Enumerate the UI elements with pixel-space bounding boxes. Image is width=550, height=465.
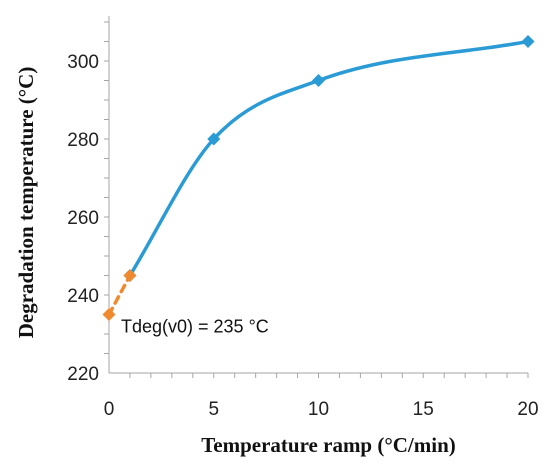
y-minor-ticks — [104, 21, 109, 354]
y-axis-title: Degradation temperature (°C) — [14, 67, 38, 339]
markers-layer — [102, 35, 535, 321]
data-point-0 — [521, 35, 535, 48]
series-line-0 — [128, 39, 530, 278]
x-tick-label: 5 — [208, 399, 219, 420]
y-tick-label: 220 — [67, 364, 99, 385]
y-tick-label: 300 — [67, 52, 99, 73]
data-point-1 — [123, 269, 137, 282]
x-axis-title: Temperature ramp (°C/min) — [201, 433, 456, 457]
x-tick-label: 0 — [104, 399, 115, 420]
x-tick-label: 10 — [308, 399, 329, 420]
y-tick-label: 280 — [67, 130, 99, 151]
series-line-1 — [107, 273, 132, 317]
y-tick-label: 240 — [67, 286, 99, 307]
x-tick-labels: 0 5 10 15 20 — [104, 399, 539, 420]
data-point-0 — [312, 74, 325, 87]
y-tick-labels: 220 240 260 280 300 — [67, 52, 99, 385]
series-layer — [107, 39, 530, 317]
data-point-1 — [102, 308, 116, 321]
x-minor-ticks — [129, 373, 529, 378]
y-tick-label: 260 — [67, 208, 99, 229]
x-tick-label: 20 — [517, 399, 538, 420]
x-tick-label: 15 — [413, 399, 434, 420]
annotation-tdeg: Tdeg(v0) = 235 °C — [121, 317, 269, 337]
data-point-0 — [207, 132, 221, 146]
